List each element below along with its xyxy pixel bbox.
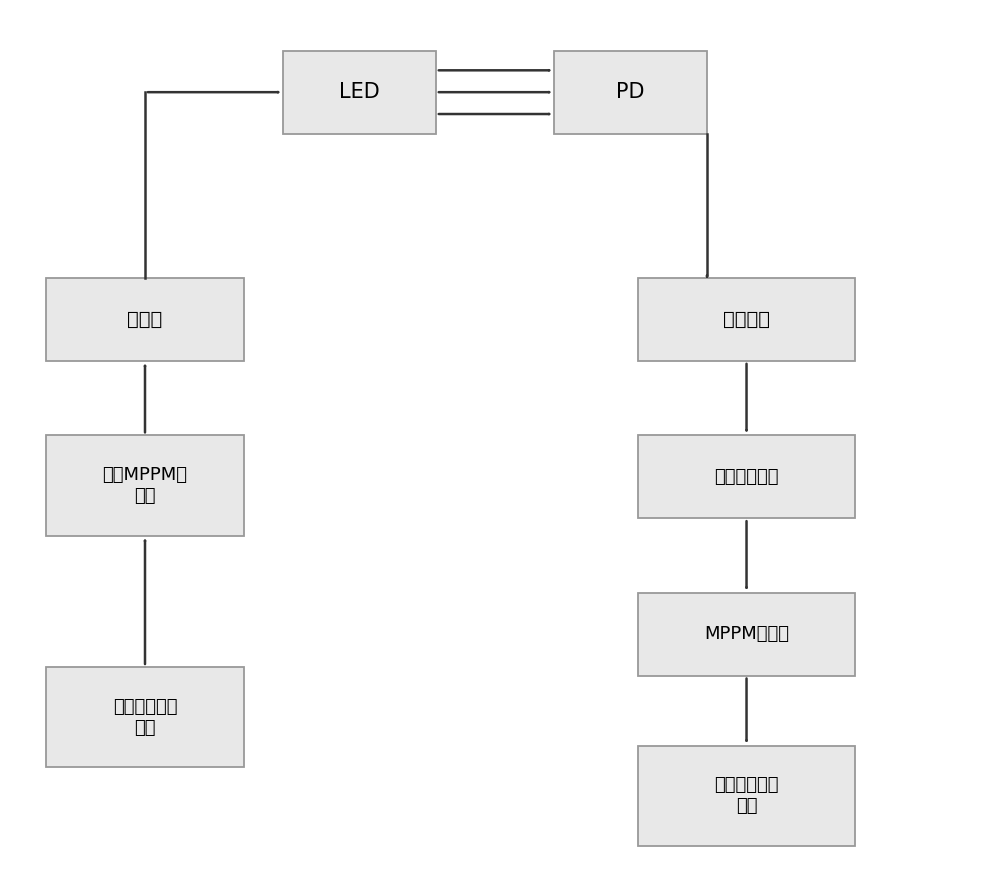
Text: LED: LED (339, 83, 380, 102)
Bar (283, 51, 436, 134)
Bar (46, 435, 244, 535)
Text: 混合MPPM调
制器: 混合MPPM调 制器 (103, 466, 188, 505)
Bar (46, 667, 244, 767)
Bar (638, 435, 855, 519)
Text: 能量累积判断: 能量累积判断 (714, 468, 779, 486)
Text: 信宿接收信息
比特: 信宿接收信息 比特 (714, 776, 779, 815)
Text: 解交织器: 解交织器 (723, 310, 770, 329)
Bar (46, 278, 244, 361)
Text: 交织器: 交织器 (127, 310, 163, 329)
Bar (638, 592, 855, 676)
Bar (638, 278, 855, 361)
Bar (638, 746, 855, 846)
Bar (554, 51, 707, 134)
Text: PD: PD (616, 83, 645, 102)
Text: MPPM解调器: MPPM解调器 (704, 625, 789, 643)
Text: 信源发送信息
比特: 信源发送信息 比特 (113, 698, 177, 736)
